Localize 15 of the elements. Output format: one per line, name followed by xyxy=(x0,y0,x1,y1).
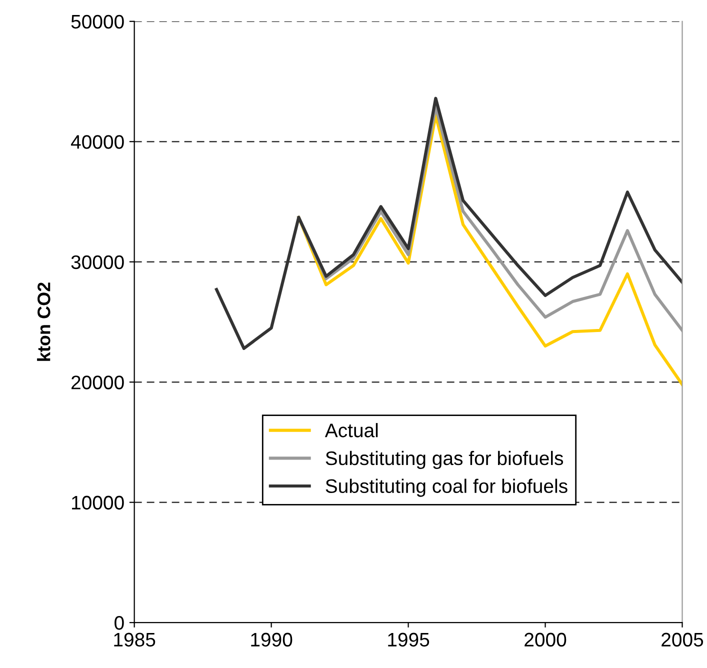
y-axis-title: kton CO2 xyxy=(37,282,50,361)
y-tick-label: 30000 xyxy=(71,255,124,270)
y-tick-label: 10000 xyxy=(72,496,124,510)
y-tick-label: 50000 xyxy=(71,14,124,29)
x-tick-label: 2005 xyxy=(662,632,704,647)
y-tick-label: 20000 xyxy=(72,376,124,390)
x-tick-label: 2000 xyxy=(524,632,566,647)
x-tick-label: 1990 xyxy=(251,632,292,647)
legend-label: Actual xyxy=(324,423,378,438)
legend-label: Substituting gas for biofuels xyxy=(326,450,564,470)
y-tick-label: 0 xyxy=(114,616,124,630)
legend-label: Substituting coal for biofuels xyxy=(326,478,568,497)
x-tick-label: 1995 xyxy=(388,632,430,647)
x-tick-label: 1985 xyxy=(114,632,156,647)
y-tick-label: 40000 xyxy=(70,135,124,149)
